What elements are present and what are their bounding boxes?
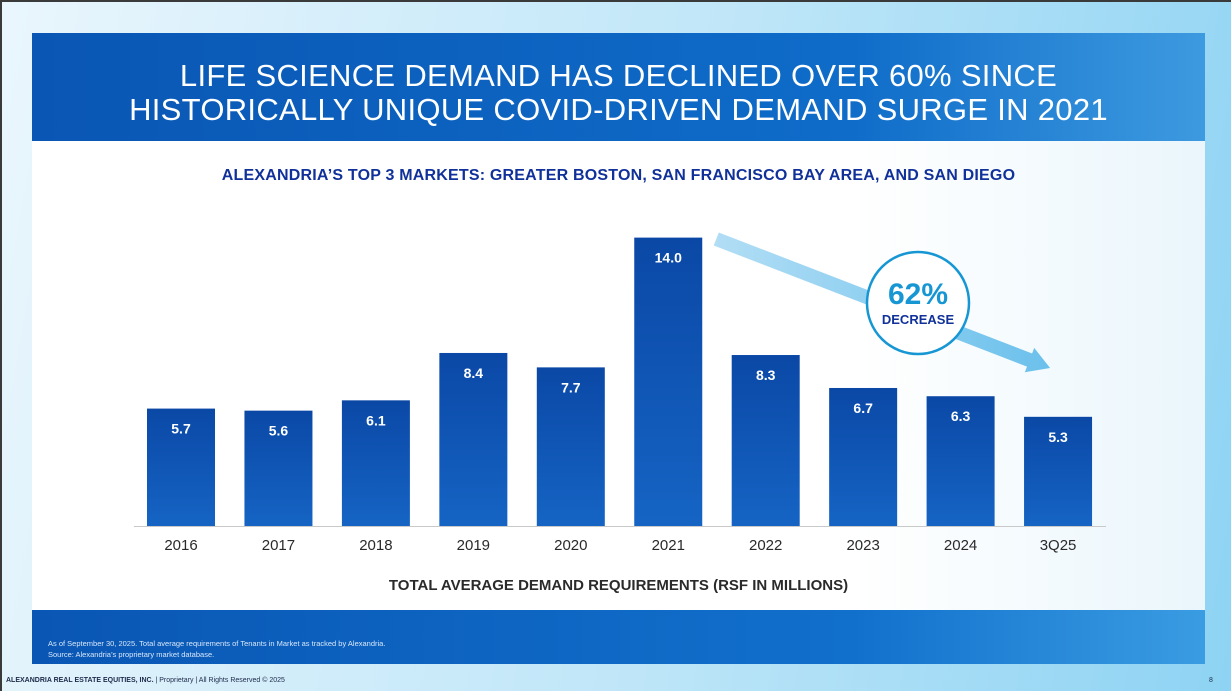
chart-panel: ALEXANDRIA’S TOP 3 MARKETS: GREATER BOST…	[32, 141, 1205, 610]
title-banner: LIFE SCIENCE DEMAND HAS DECLINED OVER 60…	[32, 33, 1205, 141]
x-axis-title: TOTAL AVERAGE DEMAND REQUIREMENTS (RSF I…	[388, 577, 849, 594]
rights-text: | Proprietary | All Rights Reserved © 20…	[155, 677, 285, 684]
data-label-2024: 6.3	[951, 408, 971, 424]
data-label-2018: 6.1	[366, 412, 386, 428]
bar-2022	[731, 355, 800, 526]
footnote-as-of: As of September 30, 2025. Total average …	[48, 639, 386, 648]
x-tick-2022: 2022	[749, 537, 782, 554]
decrease-percent: 62%	[888, 278, 948, 311]
company-name: ALEXANDRIA REAL ESTATE EQUITIES, INC.	[6, 677, 154, 684]
data-label-2017: 5.6	[269, 423, 289, 439]
footnote-source: Source: Alexandria’s proprietary market …	[48, 650, 215, 659]
bar-2017	[244, 410, 313, 526]
data-label-2022: 8.3	[756, 367, 776, 383]
decrease-label: DECREASE	[882, 312, 955, 327]
bar-2021	[634, 237, 703, 526]
footnote-band: As of September 30, 2025. Total average …	[32, 610, 1205, 664]
bar-2023	[829, 387, 898, 526]
data-label-2019: 8.4	[464, 365, 484, 381]
x-tick-2023: 2023	[846, 537, 879, 554]
decrease-badge	[865, 250, 971, 356]
chart-subtitle: ALEXANDRIA’S TOP 3 MARKETS: GREATER BOST…	[221, 167, 1016, 184]
bar-chart: 5.7 2016 5.6 2017 6.1 2018 8.4 2019 7.7 2020 14.0 2…	[134, 232, 1107, 554]
data-label-2023: 6.7	[853, 400, 873, 416]
slide-title-line-1: LIFE SCIENCE DEMAND HAS DECLINED OVER 60…	[179, 58, 1058, 93]
x-tick-2021: 2021	[652, 537, 685, 554]
copyright-line: ALEXANDRIA REAL ESTATE EQUITIES, INC. | …	[6, 677, 285, 684]
bar-2020	[536, 367, 605, 526]
bar-2018	[341, 400, 410, 526]
bar-2016	[147, 408, 215, 526]
data-label-2016: 5.7	[171, 421, 191, 437]
data-label-3Q25: 5.3	[1048, 429, 1068, 445]
window-left-border	[0, 0, 2, 691]
x-tick-2016: 2016	[164, 537, 197, 554]
bar-2019	[439, 352, 508, 526]
window-top-border	[0, 0, 1231, 2]
bar-2024	[926, 396, 995, 526]
x-tick-3Q25: 3Q25	[1040, 537, 1077, 554]
data-label-2021: 14.0	[655, 250, 682, 266]
x-tick-2020: 2020	[554, 537, 587, 554]
x-tick-2019: 2019	[457, 537, 490, 554]
x-tick-2018: 2018	[359, 537, 392, 554]
x-tick-2024: 2024	[944, 537, 977, 554]
data-label-2020: 7.7	[561, 379, 581, 395]
page-number: 8	[1209, 677, 1213, 684]
bar-3Q25	[1024, 416, 1093, 526]
x-tick-2017: 2017	[262, 537, 295, 554]
slide-title-line-2: HISTORICALLY UNIQUE COVID-DRIVEN DEMAND …	[129, 92, 1108, 127]
